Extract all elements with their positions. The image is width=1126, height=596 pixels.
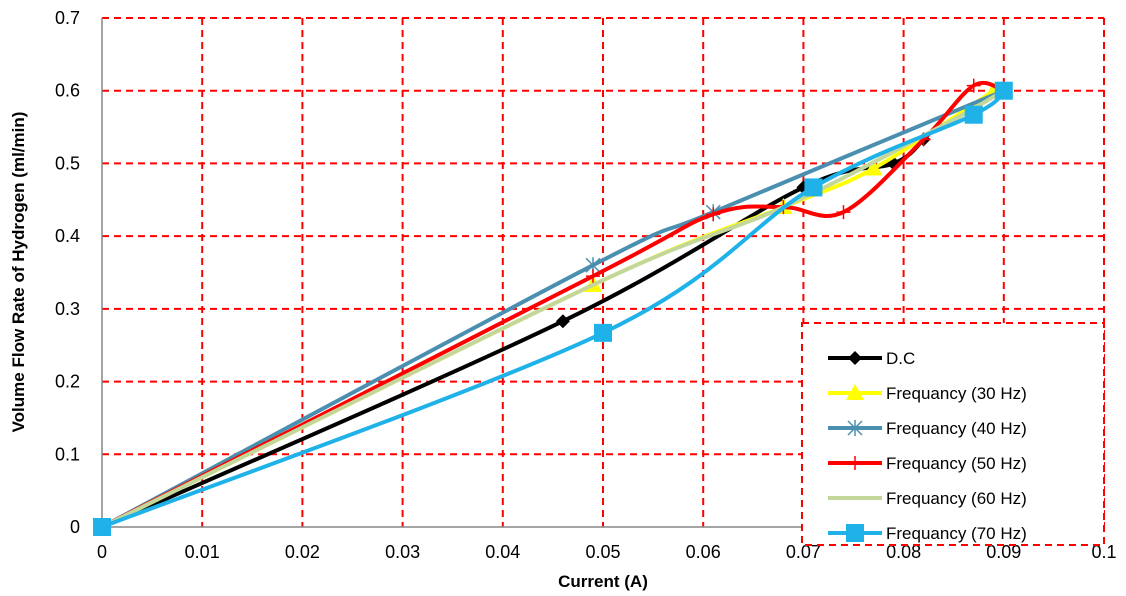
x-tick-label: 0.01 [185,542,220,562]
x-tick-label: 0.03 [385,542,420,562]
x-tick-label: 0.09 [986,542,1021,562]
legend-entry: D.C [828,349,915,368]
data-point [555,314,570,329]
data-point [846,384,864,400]
data-point [706,207,721,222]
data-point [848,351,862,365]
legend-label: Frequancy (70 Hz) [886,524,1027,543]
legend-label: Frequancy (30 Hz) [886,384,1027,403]
data-point [864,159,883,176]
legend-label: Frequancy (50 Hz) [886,454,1027,473]
x-tick-label: 0.02 [285,542,320,562]
y-tick-label: 0.2 [55,372,80,392]
data-point [804,178,823,197]
legend-label: D.C [886,349,915,368]
x-tick-label: 0.05 [585,542,620,562]
data-point [994,81,1013,100]
legend-label: Frequancy (60 Hz) [886,489,1027,508]
y-tick-label: 0.5 [55,153,80,173]
legend: D.C Frequancy (30 Hz) Frequancy (40 Hz) Fre… [801,322,1105,546]
tick-labels: 0 0.01 0.02 0.03 0.04 0.05 0.06 0.07 0.08 0.09 0.1… [55,8,1117,562]
legend-entry: Frequancy (40 Hz) [828,419,1027,438]
y-tick-label: 0.7 [55,8,80,28]
legend-entry: Frequancy (30 Hz) [828,384,1027,403]
x-tick-label: 0.07 [786,542,821,562]
x-tick-label: 0.1 [1091,542,1116,562]
legend-entry: Frequancy (50 Hz) [828,454,1027,473]
x-tick-label: 0.08 [886,542,921,562]
data-point [964,105,983,124]
series-line [100,80,1006,529]
series-6 [93,81,1013,536]
data-point [836,205,851,220]
series-5 [100,88,1006,529]
y-tick-label: 0.4 [55,226,80,246]
data-point [594,323,612,342]
series-line [100,88,1006,529]
x-tick-label: 0.06 [686,542,721,562]
data-point [848,456,862,470]
legend-entry: Frequancy (60 Hz) [828,489,1027,508]
x-axis-title: Current (A) [558,572,648,591]
y-tick-label: 0.6 [55,81,80,101]
x-tick-label: 0 [97,542,107,562]
y-tick-label: 0.3 [55,299,80,319]
data-point [846,524,864,542]
legend-label: Frequancy (40 Hz) [886,419,1027,438]
y-tick-label: 0.1 [55,444,80,464]
series-group [93,78,1013,536]
series-line [100,88,1006,529]
data-point [847,420,863,436]
data-point [93,518,111,536]
y-axis-title: Volume Flow Rate of Hydrogen (ml/min) [9,112,28,433]
y-tick-label: 0 [70,517,80,537]
data-point [966,78,981,93]
x-tick-label: 0.04 [485,542,520,562]
data-point [585,269,600,284]
legend-entry: Frequancy (70 Hz) [828,524,1027,543]
